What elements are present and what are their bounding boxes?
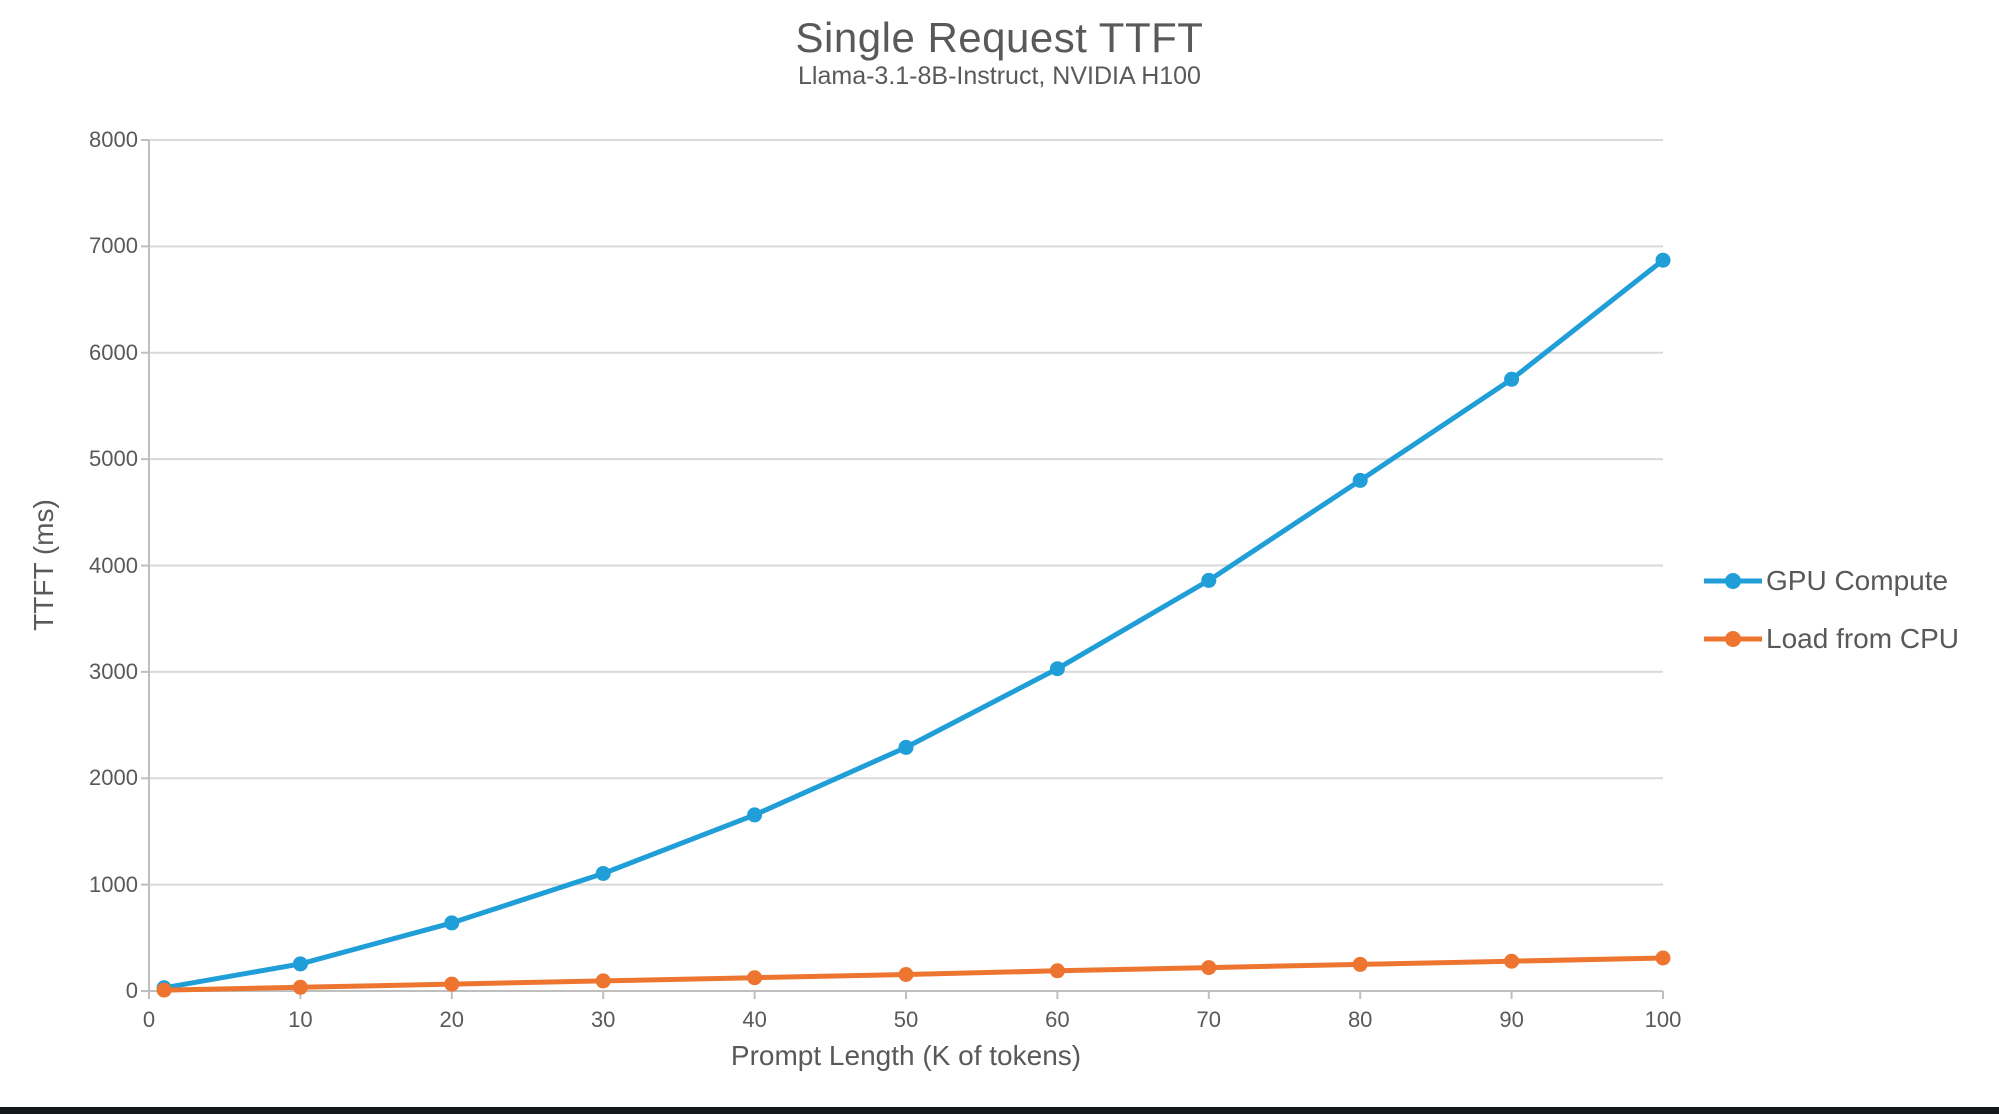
legend-item-load-from-cpu: Load from CPU: [1703, 618, 1959, 660]
legend-line-marker-icon: [1704, 631, 1762, 647]
x-tick-label: 60: [1045, 1007, 1070, 1032]
y-tick-label: 1000: [89, 871, 138, 897]
data-point-marker: [444, 915, 460, 931]
x-tick-label: 80: [1347, 1007, 1373, 1032]
bottom-border-bar: [0, 1107, 1999, 1114]
data-point-marker: [595, 866, 611, 881]
legend: GPU Compute Load from CPU: [1703, 560, 1959, 660]
data-point-marker: [156, 982, 172, 998]
x-axis-title: Prompt Length (K of tokens): [730, 1040, 1082, 1071]
x-tick-label: 10: [288, 1007, 313, 1032]
y-tick-label: 8000: [89, 127, 138, 152]
legend-line-marker-icon: [1704, 573, 1762, 589]
chart-title: Single Request TTFT: [795, 14, 1204, 61]
data-point-marker: [1049, 661, 1065, 677]
data-point-marker: [1504, 371, 1520, 387]
y-tick-label: 6000: [89, 339, 138, 365]
series-line-load-from-cpu: [161, 955, 1666, 993]
y-tick-label: 4000: [89, 552, 138, 578]
data-point-marker: [444, 976, 460, 992]
legend-item-gpu-compute: GPU Compute: [1703, 560, 1959, 602]
data-point-marker: [1504, 953, 1520, 969]
data-point-marker: [1655, 950, 1671, 966]
x-tick-label: 40: [742, 1007, 767, 1032]
chart-subtitle: Llama-3.1-8B-Instruct, NVIDIA H100: [798, 62, 1201, 90]
data-point-marker: [595, 973, 611, 989]
x-tick-label: 70: [1196, 1007, 1222, 1032]
data-point-marker: [747, 970, 763, 986]
x-tick-label: 20: [439, 1007, 465, 1032]
x-tick-label: 100: [1644, 1007, 1682, 1032]
legend-label: GPU Compute: [1766, 565, 1949, 596]
x-tick-label: 30: [590, 1007, 616, 1032]
x-tick-label: 0: [142, 1007, 156, 1032]
x-tick-label: 90: [1499, 1007, 1524, 1032]
y-tick-label: 0: [125, 978, 138, 1003]
data-point-marker: [1201, 960, 1217, 976]
legend-label: Load from CPU: [1766, 623, 1959, 654]
data-point-marker: [292, 956, 308, 972]
data-point-marker: [1352, 956, 1368, 972]
series-line-gpu-compute: [161, 257, 1666, 991]
y-tick-label: 7000: [89, 233, 138, 259]
data-point-marker: [1352, 472, 1368, 488]
data-point-marker: [1201, 572, 1217, 588]
y-tick-label: 5000: [89, 446, 138, 472]
y-tick-label: 2000: [89, 765, 138, 791]
data-point-marker: [898, 739, 914, 755]
data-point-marker: [1655, 252, 1671, 268]
data-point-marker: [1049, 963, 1065, 979]
y-axis-title: TTFT (ms): [28, 499, 59, 631]
y-tick-label: 3000: [89, 658, 138, 684]
data-point-marker: [898, 967, 914, 982]
data-point-marker: [747, 807, 763, 823]
x-tick-label: 50: [893, 1007, 919, 1032]
data-point-marker: [292, 979, 308, 995]
